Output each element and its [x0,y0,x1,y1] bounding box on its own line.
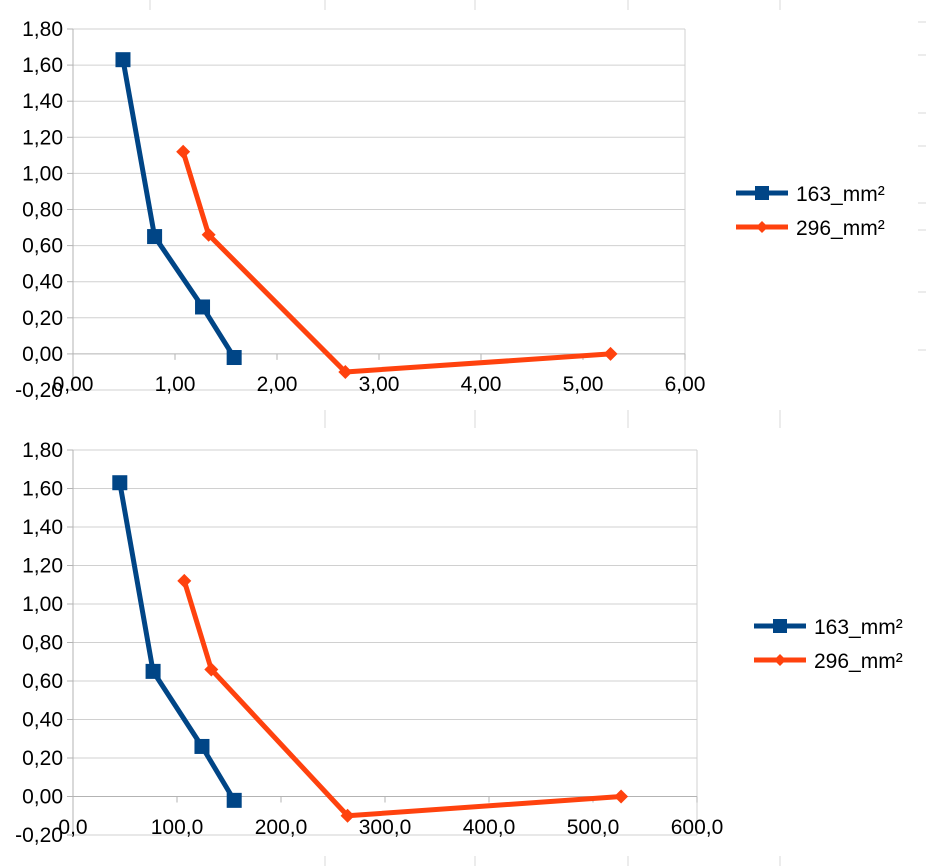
data-point-square[interactable] [115,52,131,68]
data-point-square[interactable] [226,350,242,366]
x-tick-label: 300,0 [359,816,412,839]
legend-marker-square [755,186,769,200]
y-tick-label: 1,40 [22,516,63,539]
y-tick-label: 1,00 [22,593,63,616]
y-tick-label: -0,20 [15,379,63,402]
chart-top[interactable]: -0,200,000,200,400,600,801,001,201,401,6… [15,18,885,402]
x-tick-label: 500,0 [567,816,620,839]
y-tick-label: 0,00 [22,343,63,366]
data-point-diamond[interactable] [340,808,355,823]
legend-label-2: 296_mm² [814,650,903,673]
y-tick-label: 1,00 [22,162,63,185]
x-tick-label: 400,0 [463,816,516,839]
data-point-diamond[interactable] [177,573,192,588]
y-tick-label: 0,60 [22,670,63,693]
y-tick-label: 1,40 [22,90,63,113]
data-point-diamond[interactable] [338,364,353,379]
x-tick-label: 3,00 [359,373,400,396]
x-tick-label: 6,00 [665,373,706,396]
data-point-square[interactable] [194,738,210,754]
y-tick-label: 0,20 [22,747,63,770]
chart-bottom[interactable]: -0,20 0,00 0,20 0,40 0,60 0,80 1,00 1,20 1,40 1,6… [15,439,903,847]
y-tick-label: 1,20 [22,555,63,578]
data-point-square[interactable] [147,229,163,245]
data-point-diamond[interactable] [176,144,191,159]
y-tick-label: 1,60 [22,54,63,77]
spreadsheet-gridlines [149,0,926,866]
data-point-square[interactable] [145,663,161,679]
y-tick-label: 0,40 [22,271,63,294]
data-point-diamond[interactable] [201,227,216,242]
x-tick-label: 2,00 [257,373,298,396]
y-tick-label: 0,40 [22,709,63,732]
series-line-1[interactable] [117,482,237,802]
legend-label-2: 296_mm² [796,217,885,240]
series-line-2[interactable] [180,151,611,375]
x-tick-label: 5,00 [563,373,604,396]
x-tick-label: 200,0 [255,816,308,839]
series-line-1[interactable] [120,59,237,359]
legend-marker-square [773,619,787,633]
data-point-diamond[interactable] [603,346,618,361]
x-tick-label: 1,00 [155,373,196,396]
legend-label-1: 163_mm² [796,183,885,206]
y-tick-label: 0,20 [22,307,63,330]
y-tick-label: 0,60 [22,235,63,258]
y-tick-label: 1,20 [22,126,63,149]
data-point-diamond[interactable] [614,789,629,804]
y-tick-label: 1,80 [22,439,63,462]
y-tick-label: 1,80 [22,18,63,41]
y-tick-label: 0,00 [22,786,63,809]
x-tick-label: 100,0 [151,816,204,839]
y-tick-label: 0,80 [22,199,63,222]
legend-marker-diamond [774,654,786,666]
legend-label-1: 163_mm² [814,616,903,639]
legend-marker-diamond [756,221,768,233]
series-line-2[interactable] [181,580,622,819]
y-tick-label: 0,80 [22,632,63,655]
data-point-square[interactable] [112,475,128,491]
x-tick-label: 0,00 [53,373,94,396]
x-tick-label: 600,0 [671,816,724,839]
y-tick-label: 1,60 [22,478,63,501]
data-point-square[interactable] [226,792,242,808]
y-tick-label: -0,20 [15,824,63,847]
x-tick-label: 0,0 [58,816,87,839]
data-point-square[interactable] [195,299,211,315]
data-point-diamond[interactable] [204,662,219,677]
x-tick-label: 4,00 [461,373,502,396]
